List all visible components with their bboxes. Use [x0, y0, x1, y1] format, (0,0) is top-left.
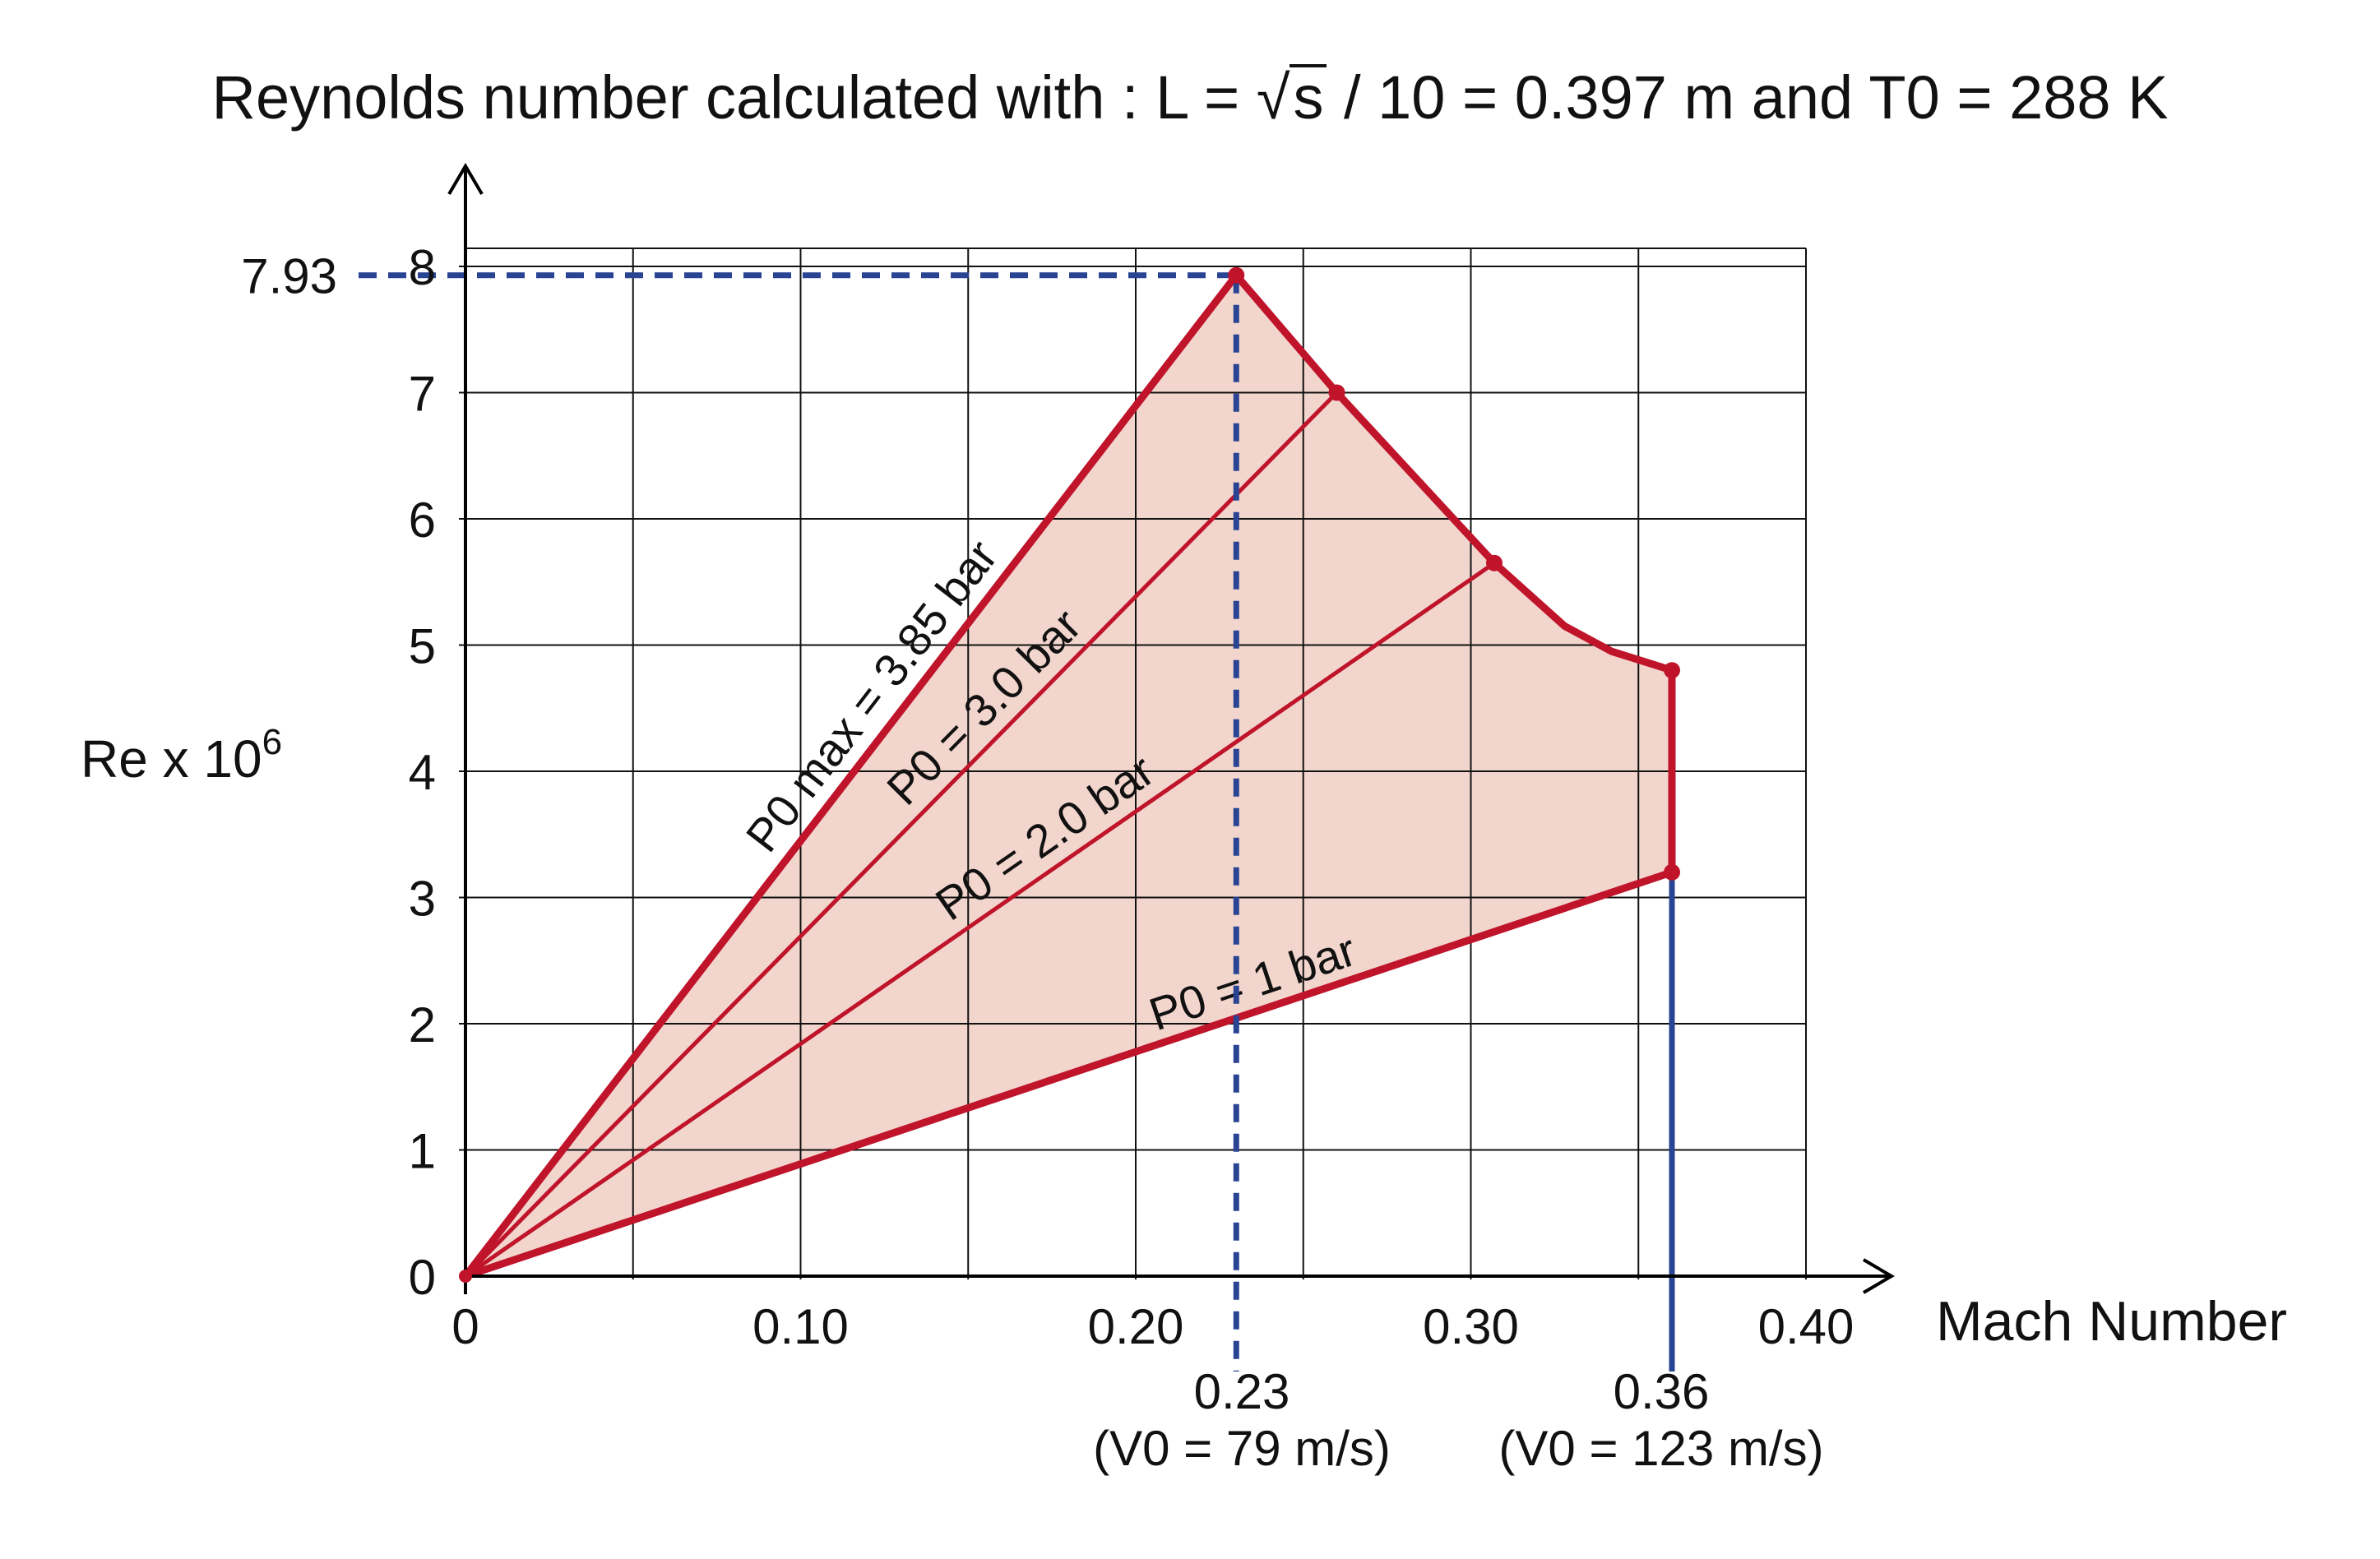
- vertex-marker: [1486, 554, 1503, 571]
- y-tick-label: 7: [409, 367, 436, 422]
- x-tick-label: 0.20: [1088, 1299, 1184, 1354]
- mach-023-callout: 0.23 (V0 = 79 m/s): [1053, 1363, 1431, 1477]
- mach-023-label: 0.23: [1193, 1364, 1290, 1419]
- vertex-marker: [1664, 662, 1680, 679]
- title-prefix: Reynolds number calculated with : L =: [211, 63, 1257, 132]
- y-axis-arrow: [447, 163, 484, 196]
- y-axis-label-base: Re x 10: [81, 729, 262, 789]
- mach-023-velocity: (V0 = 79 m/s): [1093, 1421, 1391, 1476]
- x-tick-label: 0.40: [1758, 1299, 1854, 1354]
- x-axis-arrow: [1862, 1258, 1895, 1294]
- vertex-marker: [1228, 266, 1245, 284]
- y-axis-label-exponent: 6: [262, 722, 283, 762]
- x-axis-label: Mach Number: [1936, 1290, 2288, 1353]
- operating-envelope-fill-group: [465, 275, 1672, 1276]
- y-tick-label: 0: [409, 1250, 436, 1305]
- y-tick-label: 6: [409, 493, 436, 548]
- markers-group: [459, 266, 1680, 1283]
- max-re-value-label: 7.93: [241, 249, 337, 304]
- axes-group: [447, 163, 1895, 1294]
- operating-envelope-area: [465, 275, 1672, 1276]
- origin-marker: [459, 1270, 472, 1283]
- y-tick-label: 5: [409, 619, 436, 674]
- y-tick-label: 4: [409, 745, 436, 800]
- y-axis-label: Re x 106: [81, 722, 282, 789]
- x-tick-label: 0.30: [1423, 1299, 1519, 1354]
- y-tick-label: 8: [409, 240, 436, 295]
- vertex-marker: [1664, 863, 1680, 881]
- y-tick-label: 2: [409, 997, 436, 1052]
- title-suffix: / 10 = 0.397 m and T0 = 288 K: [1327, 63, 2169, 132]
- chart-title: Reynolds number calculated with : L = √s…: [0, 62, 2380, 132]
- y-tick-label: 1: [409, 1124, 436, 1179]
- mach-036-callout: 0.36 (V0 = 123 m/s): [1472, 1363, 1850, 1477]
- sqrt-symbol: √s: [1257, 62, 1327, 132]
- series-line-3: [463, 561, 1497, 1279]
- reference-lines-group: 7.93: [241, 249, 1675, 1372]
- mach-036-velocity: (V0 = 123 m/s): [1498, 1421, 1824, 1476]
- tick-labels-group: 0 0.10 0.20 0.30 0.40 0 1 2 3 4 5 6 7 8: [409, 240, 1854, 1354]
- y-tick-label: 3: [409, 872, 436, 927]
- x-tick-label: 0: [451, 1299, 479, 1354]
- title-radicand: s: [1290, 64, 1327, 128]
- mach-036-label: 0.36: [1613, 1364, 1710, 1419]
- x-tick-label: 0.10: [752, 1299, 849, 1354]
- series-line-4: [461, 868, 1676, 1280]
- vertex-marker: [1328, 384, 1345, 401]
- series-line-2: [463, 391, 1339, 1279]
- series-line-1: [461, 271, 1240, 1280]
